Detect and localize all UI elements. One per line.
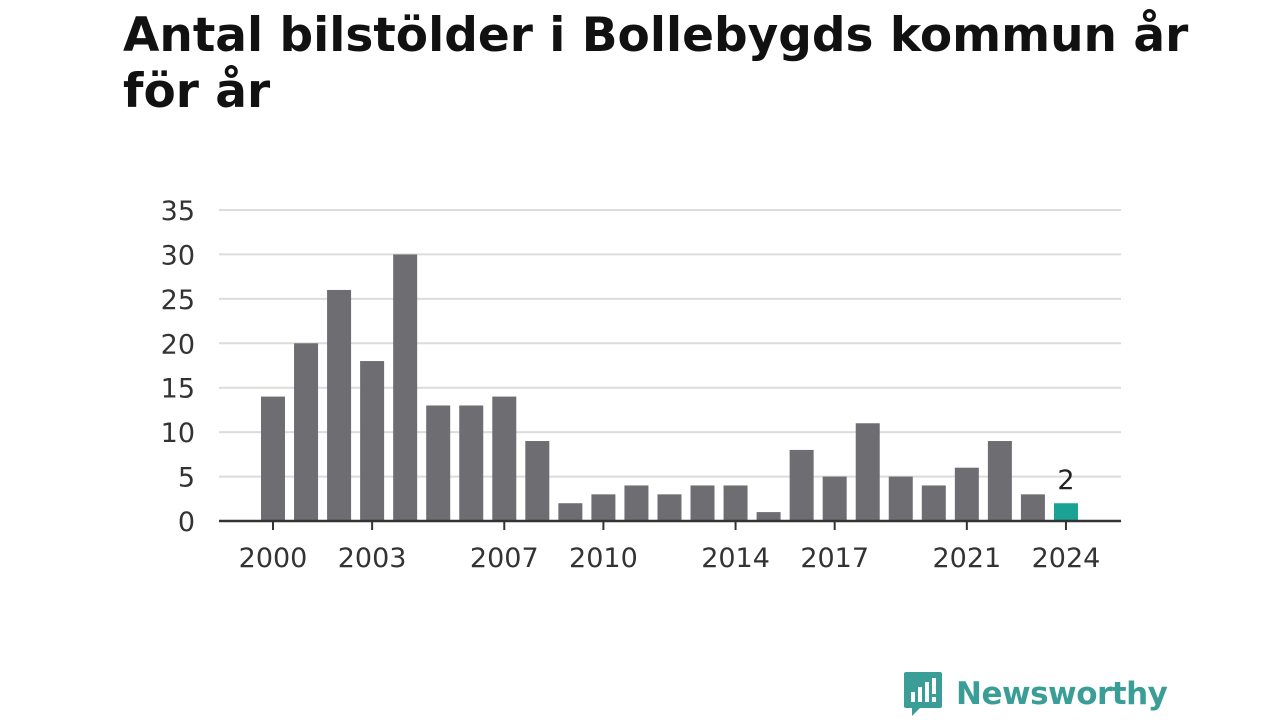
- bar-2006: [459, 405, 484, 521]
- y-tick-label: 25: [161, 285, 195, 316]
- bar-2016: [789, 449, 814, 521]
- y-tick-label: 35: [161, 196, 195, 227]
- bar-2020: [921, 485, 946, 521]
- bar-2023: [1020, 494, 1045, 521]
- bar-2021: [954, 467, 979, 521]
- bar-2024: [1053, 503, 1078, 521]
- bar-2015: [756, 512, 781, 521]
- bar-2001: [294, 343, 319, 521]
- y-tick-label: 0: [178, 507, 195, 538]
- data-labels: 2: [1057, 465, 1074, 496]
- bar-2000: [261, 396, 285, 521]
- y-axis-tick-labels: 0 5 10 15 20 25 30 35: [161, 196, 195, 538]
- bar-2010: [591, 494, 616, 521]
- y-tick-label: 5: [178, 463, 195, 494]
- bar-2014: [723, 485, 748, 521]
- x-tick-label: 2017: [800, 543, 869, 574]
- bar-2013: [690, 485, 715, 521]
- bar-2007: [492, 396, 517, 521]
- bar-2009: [558, 503, 583, 521]
- x-axis-ticks: 2000 2003 2007 2010 2014 2017 2021 2024: [239, 521, 1101, 574]
- x-tick-label: 2021: [932, 543, 1001, 574]
- brand-logo: Newsworthy: [902, 670, 1168, 718]
- x-tick-label: 2010: [569, 543, 638, 574]
- bar-2017: [822, 476, 847, 521]
- y-tick-label: 10: [161, 418, 195, 449]
- y-tick-label: 30: [161, 240, 195, 271]
- bar-2019: [888, 476, 913, 521]
- x-tick-label: 2000: [239, 543, 308, 574]
- bar-2018: [855, 423, 880, 521]
- bar-2002: [327, 289, 352, 521]
- data-label-highlight: 2: [1057, 465, 1074, 496]
- bar-2022: [987, 441, 1012, 521]
- x-tick-label: 2003: [338, 543, 407, 574]
- x-tick-label: 2014: [701, 543, 770, 574]
- bar-2008: [525, 441, 550, 521]
- bar-2005: [426, 405, 451, 521]
- chart-title: Antal bilstölder i Bollebygds kommun år …: [123, 8, 1189, 119]
- brand-name: Newsworthy: [956, 676, 1168, 712]
- bar-2012: [657, 494, 682, 521]
- y-tick-label: 15: [161, 374, 195, 405]
- y-tick-label: 20: [161, 329, 195, 360]
- bars: [261, 254, 1078, 521]
- bar-2003: [360, 361, 385, 521]
- x-tick-label: 2024: [1032, 543, 1101, 574]
- bar-2004: [393, 254, 418, 521]
- gridlines: [219, 209, 1121, 478]
- bar-2011: [624, 485, 649, 521]
- newsworthy-logo-icon: [904, 672, 942, 716]
- x-tick-label: 2007: [470, 543, 539, 574]
